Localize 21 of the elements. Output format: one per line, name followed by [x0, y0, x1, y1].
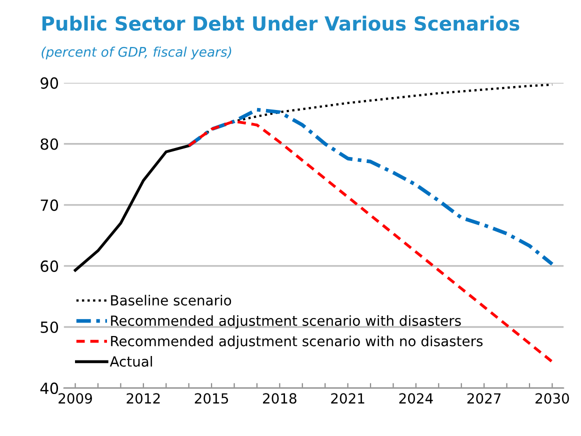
legend-label: Actual — [110, 356, 152, 367]
y-tick-label: 90 — [40, 77, 58, 89]
x-tick-label: 2018 — [263, 393, 296, 404]
y-tick-label: 70 — [40, 199, 58, 211]
y-tick-label: 40 — [40, 382, 58, 394]
x-tick-label: 2012 — [126, 393, 160, 404]
x-tick-label: 2009 — [58, 393, 92, 404]
chart-subtitle: (percent of GDP, fiscal years) — [42, 46, 232, 60]
legend-label: Baseline scenario — [111, 294, 232, 306]
x-tick-label: 2030 — [536, 393, 569, 404]
y-tick-label: 80 — [40, 138, 58, 150]
line-series — [187, 108, 554, 266]
y-tick-label: 50 — [40, 321, 58, 334]
y-tick-label: 60 — [40, 260, 58, 272]
x-tick-label: 2021 — [331, 393, 364, 404]
x-tick-label: 2024 — [399, 393, 433, 404]
legend-label: Recommended adjustment scenario with no disasters — [111, 336, 483, 350]
x-tick-label: 2027 — [467, 393, 501, 404]
chart-title: Public Sector Debt Under Various Scenarios — [42, 16, 520, 31]
legend-label: Recommended adjustment scenario with disasters — [111, 315, 461, 329]
x-tick-label: 2015 — [194, 393, 228, 404]
